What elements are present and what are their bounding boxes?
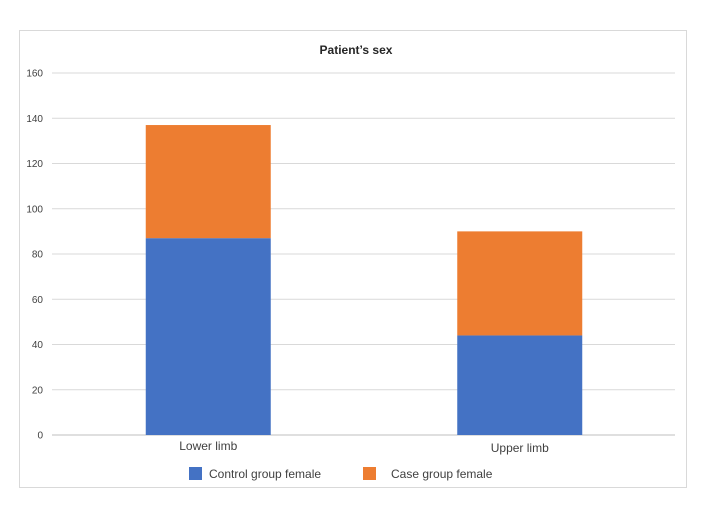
- y-tick-label: 80: [32, 250, 44, 261]
- bar-case-0: [145, 125, 271, 239]
- y-axis-ticks: 0 20 40 60 80 100 120 140 160: [26, 69, 43, 442]
- legend-swatch: [189, 467, 202, 480]
- bar-control-1: [457, 335, 583, 435]
- chart-title: Patient’s sex: [320, 43, 393, 57]
- x-category-label: Upper limb: [491, 441, 549, 455]
- y-tick-label: 100: [26, 204, 43, 215]
- y-tick-label: 40: [32, 340, 44, 351]
- legend-swatch: [363, 467, 376, 480]
- y-tick-label: 20: [32, 385, 44, 396]
- bars: [145, 125, 583, 435]
- legend-label: Control group female: [209, 467, 321, 481]
- y-tick-label: 0: [37, 431, 43, 442]
- x-axis-categories: Lower limb Upper limb: [179, 439, 549, 455]
- legend-label: Case group female: [391, 467, 493, 481]
- y-tick-label: 120: [26, 159, 43, 170]
- y-tick-label: 140: [26, 114, 43, 125]
- y-tick-label: 60: [32, 295, 44, 306]
- bar-control-0: [145, 238, 271, 435]
- bar-case-1: [457, 231, 583, 336]
- x-category-label: Lower limb: [179, 439, 237, 453]
- legend: Control group female Case group female: [189, 467, 493, 481]
- y-tick-label: 160: [26, 69, 43, 80]
